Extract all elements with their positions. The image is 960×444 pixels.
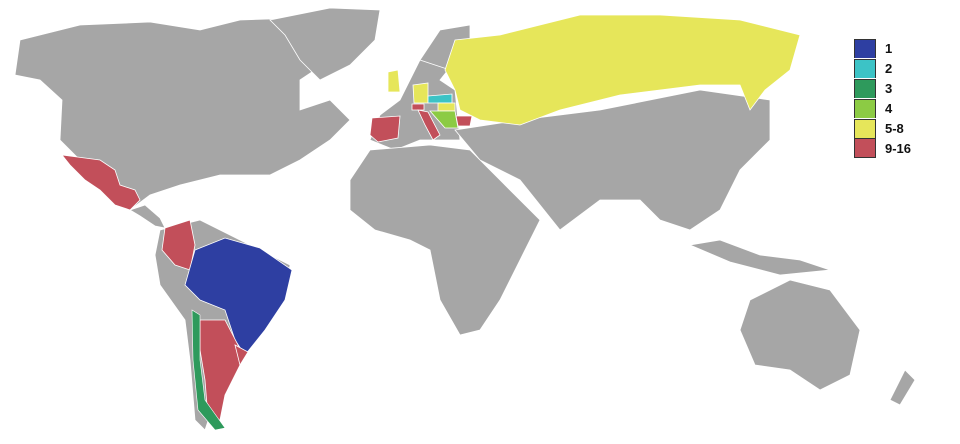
asia — [454, 89, 771, 231]
new-zealand — [889, 369, 916, 406]
country-yugoslavia — [429, 110, 459, 129]
country-argentina — [199, 319, 241, 421]
country-switzerland — [411, 103, 425, 111]
legend-item-2: 2 — [854, 58, 911, 78]
country-hungary — [437, 102, 456, 112]
legend-swatch — [854, 138, 876, 158]
legend-label: 2 — [885, 60, 893, 76]
country-ussr — [444, 14, 801, 126]
africa — [349, 144, 541, 336]
legend-label: 1 — [885, 40, 893, 56]
legend-item-1: 1 — [854, 38, 911, 58]
country-spain — [369, 115, 401, 143]
legend-item-3: 3 — [854, 78, 911, 98]
country-chile — [191, 309, 226, 431]
legend-item-4: 4 — [854, 98, 911, 118]
country-england — [387, 69, 401, 93]
legend-label: 9-16 — [885, 140, 912, 156]
legend-swatch — [854, 38, 876, 58]
country-brazil — [184, 237, 293, 356]
legend-label: 3 — [885, 80, 893, 96]
country-italy — [417, 109, 441, 141]
greenland — [269, 7, 381, 81]
legend-swatch — [854, 58, 876, 78]
legend-item-5-8: 5-8 — [854, 118, 911, 138]
legend-swatch — [854, 78, 876, 98]
australia — [739, 279, 861, 391]
legend: 1 2 3 4 5-8 9-16 — [854, 38, 911, 158]
legend-item-9-16: 9-16 — [854, 138, 911, 158]
country-west-germany — [412, 82, 429, 104]
country-mexico — [61, 154, 141, 211]
country-bulgaria — [455, 115, 473, 127]
legend-label: 5-8 — [885, 120, 904, 136]
legend-swatch — [854, 98, 876, 118]
legend-swatch — [854, 118, 876, 138]
country-uruguay — [234, 344, 249, 367]
central-america — [129, 204, 166, 229]
country-czechoslovakia — [427, 93, 453, 104]
indonesia — [688, 239, 831, 276]
legend-label: 4 — [885, 100, 893, 116]
